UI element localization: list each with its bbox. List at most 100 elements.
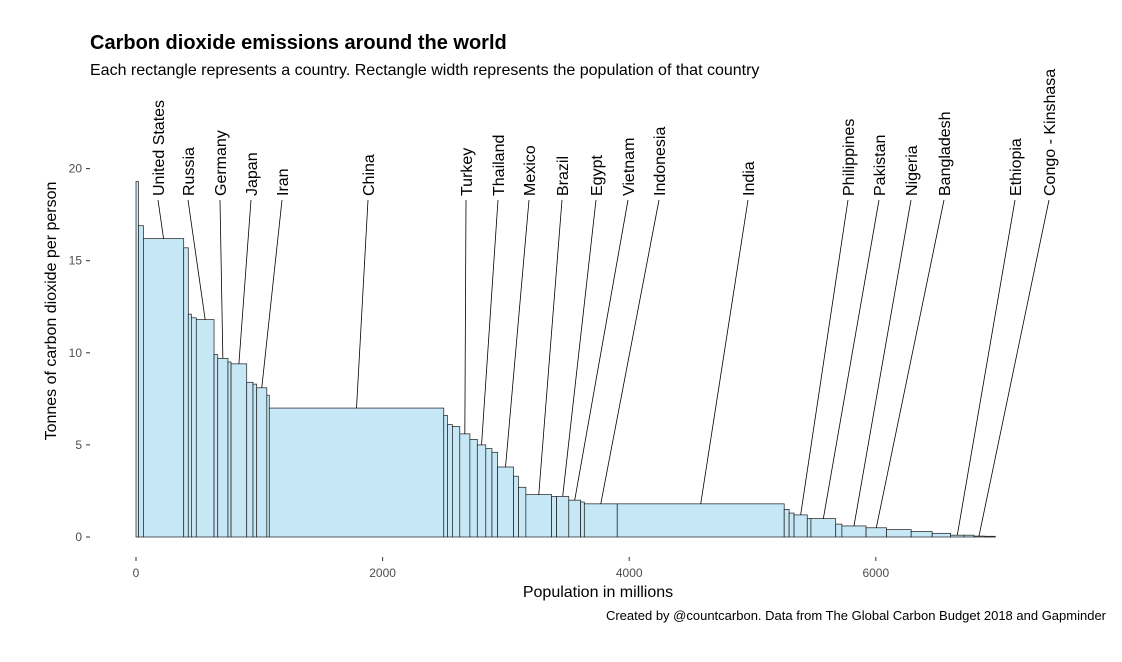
- bar-country-22: [485, 448, 493, 538]
- bar-country-17: [447, 424, 453, 538]
- bar-country-28: [551, 496, 557, 538]
- bar-country-48: [983, 535, 996, 538]
- country-label-vietnam: Vietnam: [621, 138, 638, 196]
- bar-country-37: [806, 518, 812, 538]
- bar-country-43: [910, 531, 933, 538]
- leader-line-india: [700, 199, 749, 504]
- country-label-russia: Russia: [181, 147, 198, 196]
- bar-country-34: [783, 509, 790, 538]
- leader-line-iran: [261, 199, 283, 388]
- country-label-brazil: Brazil: [555, 156, 572, 196]
- country-label-egypt: Egypt: [589, 155, 606, 196]
- leader-line-brazil: [538, 199, 563, 495]
- bar-country-31: [580, 501, 585, 538]
- bar-bangladesh: [865, 527, 887, 538]
- bar-country-16: [443, 415, 448, 538]
- leader-line-thailand: [481, 199, 499, 445]
- bar-country-26: [518, 486, 527, 538]
- bar-country-9: [227, 361, 232, 538]
- bar-iran: [256, 387, 268, 538]
- leader-line-pakistan: [822, 199, 880, 519]
- country-label-united-states: United States: [151, 100, 168, 196]
- y-tick-label: 20: [69, 162, 83, 176]
- bar-brazil: [525, 494, 552, 538]
- bar-country-42: [886, 529, 912, 538]
- bar-united-states: [143, 238, 185, 538]
- bar-germany: [217, 357, 229, 538]
- bar-turkey: [459, 433, 471, 538]
- bar-china: [268, 407, 445, 538]
- country-label-turkey: Turkey: [459, 148, 476, 196]
- leader-line-indonesia: [600, 199, 660, 504]
- x-tick-label: 6000: [862, 566, 889, 580]
- leader-line-mexico: [505, 199, 530, 468]
- leader-line-ethiopia: [956, 199, 1016, 536]
- bar-thailand: [476, 444, 487, 538]
- bar-country-0: [135, 181, 139, 538]
- country-label-japan: Japan: [244, 152, 261, 196]
- bar-country-35: [788, 512, 795, 538]
- x-tick-label: 4000: [616, 566, 643, 580]
- country-label-nigeria: Nigeria: [904, 145, 921, 196]
- chart-subtitle: Each rectangle represents a country. Rec…: [90, 62, 760, 79]
- country-label-bangladesh: Bangladesh: [937, 111, 954, 196]
- leader-line-vietnam: [574, 199, 629, 501]
- bar-ethiopia: [950, 534, 965, 538]
- leader-line-japan: [238, 199, 252, 364]
- chart-title: Carbon dioxide emissions around the worl…: [90, 32, 507, 54]
- country-label-congo-kinshasa: Congo - Kinshasa: [1042, 69, 1059, 196]
- bar-country-20: [469, 439, 478, 538]
- leader-line-russia: [187, 199, 206, 320]
- country-label-mexico: Mexico: [522, 145, 539, 196]
- bar-mexico: [497, 466, 514, 538]
- chart-caption: Created by @countcarbon. Data from The G…: [605, 608, 1106, 623]
- bar-country-25: [513, 475, 519, 538]
- bar-country-3: [183, 247, 189, 538]
- leader-line-united-states: [157, 199, 164, 239]
- bar-country-1: [138, 225, 144, 538]
- bar-philippines: [793, 514, 808, 538]
- y-tick-label: 5: [75, 438, 82, 452]
- bar-egypt: [556, 496, 570, 538]
- leader-line-egypt: [562, 199, 597, 497]
- leader-line-philippines: [800, 199, 849, 515]
- country-label-thailand: Thailand: [491, 135, 508, 196]
- bar-india: [616, 503, 785, 538]
- bar-russia: [195, 319, 215, 538]
- bar-country-11: [246, 381, 254, 538]
- country-label-philippines: Philippines: [841, 119, 858, 196]
- bar-japan: [230, 363, 248, 538]
- bar-country-4: [187, 313, 192, 538]
- bar-country-18: [452, 426, 461, 538]
- bar-indonesia: [583, 503, 618, 538]
- y-tick-label: 15: [69, 254, 83, 268]
- x-tick-label: 0: [133, 566, 140, 580]
- country-label-pakistan: Pakistan: [872, 135, 889, 196]
- leader-line-congo-kinshasa: [978, 199, 1050, 537]
- leader-line-china: [356, 199, 369, 409]
- leader-line-germany: [219, 199, 224, 359]
- bar-country-12: [252, 383, 258, 538]
- bar-congo-kinshasa: [973, 535, 985, 538]
- bar-country-44: [931, 532, 952, 538]
- bar-country-46: [963, 534, 975, 538]
- country-label-china: China: [361, 154, 378, 196]
- bar-country-14: [266, 394, 270, 538]
- x-tick-label: 2000: [369, 566, 396, 580]
- country-label-india: India: [741, 161, 758, 196]
- bar-vietnam: [568, 499, 581, 538]
- bar-pakistan: [810, 518, 837, 538]
- country-label-indonesia: Indonesia: [652, 127, 669, 196]
- bar-country-7: [213, 354, 219, 538]
- country-label-ethiopia: Ethiopia: [1008, 138, 1025, 196]
- y-tick-label: 0: [75, 530, 82, 544]
- leader-line-turkey: [464, 199, 467, 434]
- bar-country-5: [191, 317, 197, 538]
- x-axis-title: Population in millions: [523, 584, 673, 601]
- bar-country-23: [491, 451, 498, 538]
- country-label-germany: Germany: [213, 130, 230, 196]
- y-tick-label: 10: [69, 346, 83, 360]
- leader-line-bangladesh: [875, 199, 945, 528]
- y-axis-title: Tonnes of carbon dioxide per person: [43, 182, 60, 441]
